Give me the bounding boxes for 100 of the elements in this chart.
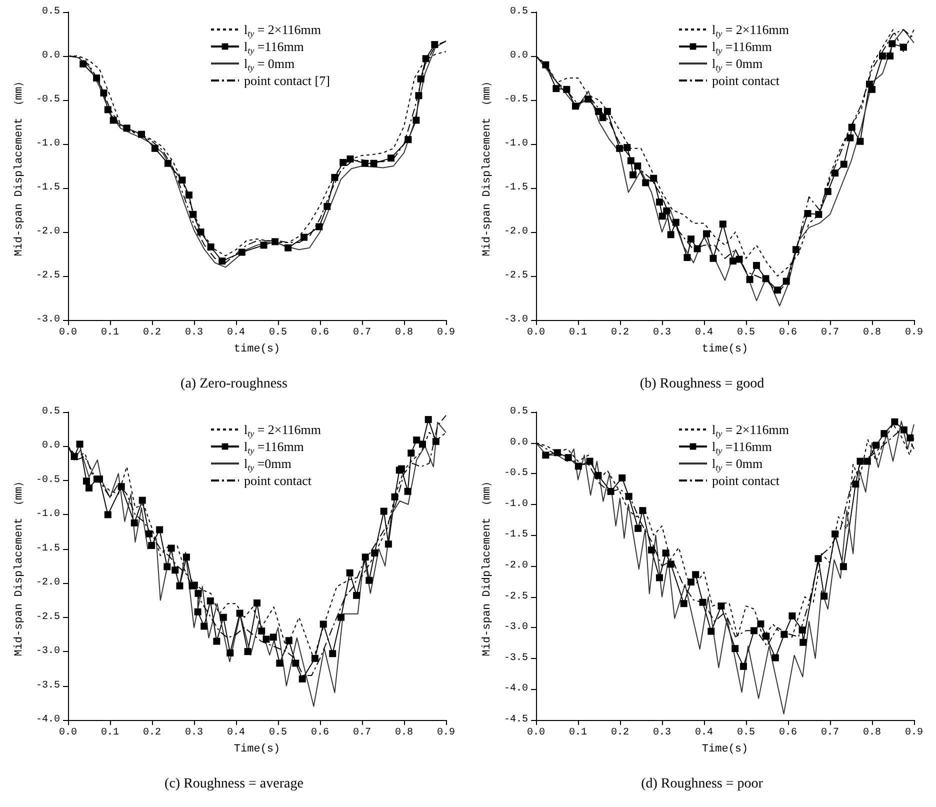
point [648,546,655,554]
point [100,89,108,96]
point [96,476,103,483]
point [642,179,650,186]
text: (b) Roughness = good [640,376,764,392]
point [832,530,839,538]
point [699,598,706,606]
point [361,160,368,167]
x-tick-label: 0.2 [142,728,162,738]
point [417,75,424,82]
point [86,484,92,492]
point [329,650,336,658]
y-tick-label: -2.5 [36,612,60,623]
point [200,622,208,630]
point [431,41,438,48]
point [891,418,898,426]
y-tick-label: -2.5 [504,591,528,602]
point [260,242,268,249]
x-tick-label: 0.9 [436,328,456,338]
text: (d) Roughness = poor [641,776,764,792]
point [391,493,398,500]
point [370,160,378,167]
x-tick-label: 0.9 [904,728,924,738]
y-tick-label: -0.5 [36,94,60,106]
point [564,454,572,462]
x-tick-label: 0.0 [526,328,546,338]
point [820,592,828,600]
x-tick-label: 0.7 [352,328,372,338]
point [900,426,908,434]
point [387,154,394,162]
point [736,256,743,263]
point [412,116,420,124]
point [584,96,592,103]
point [627,157,634,164]
point [346,569,354,576]
x-tick-label: 0.7 [352,728,372,738]
y-tick-label: -3.0 [504,622,528,634]
point [138,496,146,504]
text: (a) Zero-roughness [180,376,288,392]
y-tick-label: -2.0 [36,226,60,238]
point [194,608,202,616]
point [300,234,308,241]
point [338,614,344,621]
point [852,480,860,488]
point [798,626,806,634]
point [324,202,331,210]
point [856,458,864,465]
point [80,60,87,68]
y-axis-title: Mid-span Displacement （mm） [14,76,26,256]
point [206,597,214,604]
point [804,210,812,218]
x-tick-label: 0.7 [820,328,840,338]
point [729,258,736,265]
y-tick-label: -3.0 [504,314,528,326]
y-tick-label: 0.5 [510,406,528,418]
x-tick-label: 0.5 [268,328,288,338]
point [888,40,896,48]
point [138,130,145,138]
x-tick-label: 0.6 [778,328,798,338]
x-tick-label: 0.3 [652,328,672,338]
point [572,102,579,110]
point [680,600,688,608]
point [746,276,754,284]
point [542,61,550,68]
point [366,576,373,584]
point [563,86,570,93]
point [782,278,790,285]
x-tick-label: 0.4 [694,728,714,738]
y-tick-label: -1.0 [504,498,528,510]
x-tick-label: 0.3 [652,728,672,738]
point [750,627,758,634]
point [840,563,847,570]
point [868,86,876,93]
point [340,158,347,166]
point [276,660,284,667]
x-tick-label: 0.4 [694,328,714,338]
legend-label: point contact [712,473,780,488]
point [424,416,432,424]
y-tick-label: -1.5 [36,182,60,194]
point [667,560,674,568]
point [404,136,412,144]
point [320,620,327,628]
point [172,566,179,574]
point [176,582,184,590]
point [151,144,158,152]
point [740,662,747,670]
point [848,124,856,131]
x-tick-label: 0.9 [904,328,924,338]
point [413,436,420,444]
point [906,434,914,442]
point [70,452,78,460]
point [346,155,354,162]
point [93,74,100,82]
point [703,230,710,238]
y-tick-label: 0.0 [510,50,528,62]
x-tick-label: 0.4 [226,728,246,738]
x-tick-label: 0.6 [778,728,798,738]
point [684,254,691,262]
point [432,438,440,445]
point [104,511,112,518]
